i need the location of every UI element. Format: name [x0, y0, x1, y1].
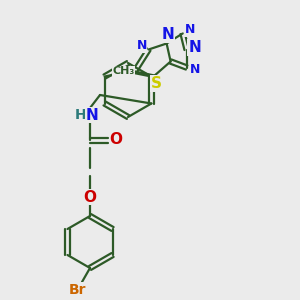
Text: N: N	[161, 27, 174, 42]
Text: O: O	[110, 133, 122, 148]
Text: Br: Br	[69, 283, 87, 297]
Text: S: S	[151, 76, 162, 91]
Text: N: N	[184, 23, 195, 36]
Text: O: O	[83, 190, 97, 205]
Text: N: N	[189, 63, 200, 76]
Text: N: N	[85, 107, 98, 122]
Text: N: N	[136, 39, 147, 52]
Text: CH₃: CH₃	[112, 67, 134, 76]
Text: N: N	[188, 40, 201, 55]
Text: H: H	[75, 108, 87, 122]
